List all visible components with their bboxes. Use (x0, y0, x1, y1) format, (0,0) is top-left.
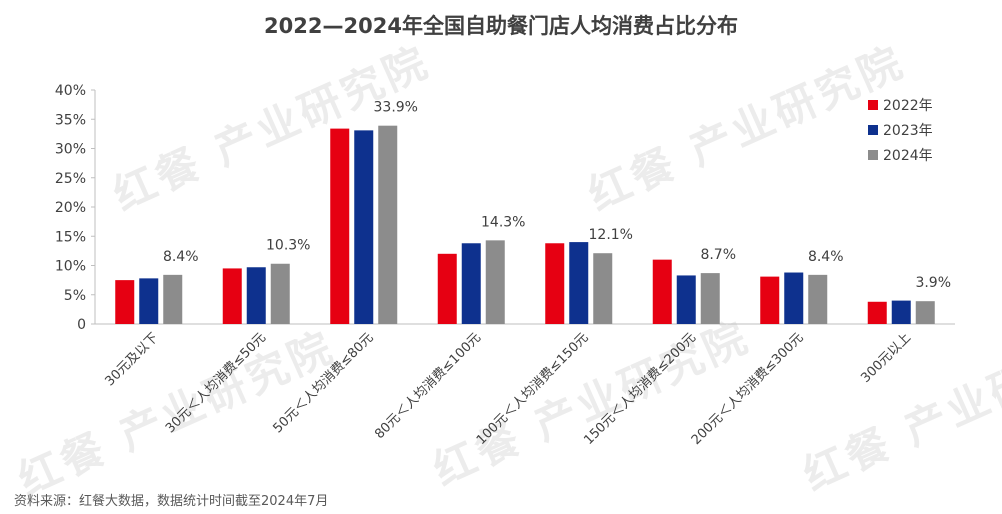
y-tick-label: 15% (55, 229, 86, 245)
y-tick-label: 25% (55, 171, 86, 187)
x-tick-label: 150元＜人均消费≤200元 (581, 330, 699, 448)
bar-2023年-6 (784, 272, 804, 324)
legend-item-2022: 2022年 (868, 92, 933, 117)
legend-label-2023: 2023年 (883, 122, 933, 139)
bar-2024年-3 (485, 240, 505, 324)
data-label: 8.7% (700, 247, 736, 263)
data-label: 10.3% (266, 238, 310, 254)
y-tick-label: 20% (55, 200, 86, 216)
bar-2024年-6 (808, 274, 828, 324)
bar-2022年-0 (115, 280, 135, 324)
x-tick-label: 30元＜人均消费≤50元 (163, 330, 269, 436)
bar-2023年-5 (676, 275, 696, 324)
bar-2024年-4 (593, 253, 613, 324)
y-tick-label: 35% (55, 112, 86, 128)
bar-2022年-7 (867, 301, 887, 324)
y-tick-label: 10% (55, 259, 86, 275)
chart-legend: 2022年 2023年 2024年 (868, 92, 933, 167)
x-tick-label: 80元＜人均消费≤100元 (372, 330, 484, 442)
bar-2022年-1 (222, 268, 242, 324)
bar-2022年-5 (652, 259, 672, 324)
bar-2022年-6 (760, 276, 780, 324)
bar-2023年-0 (139, 278, 159, 324)
legend-swatch-2023 (868, 124, 878, 135)
y-tick-label: 30% (55, 142, 86, 158)
x-tick-label: 100元＜人均消费≤150元 (474, 330, 592, 448)
legend-label-2024: 2024年 (883, 147, 933, 164)
bar-2024年-7 (915, 301, 935, 324)
bar-2024年-1 (270, 263, 290, 324)
bar-2024年-0 (163, 274, 183, 324)
data-label: 12.1% (589, 227, 633, 243)
legend-label-2022: 2022年 (883, 97, 933, 114)
bar-2024年-2 (378, 125, 398, 324)
data-label: 8.4% (163, 249, 199, 265)
bar-2023年-1 (246, 267, 266, 324)
y-tick-label: 40% (55, 83, 86, 99)
bar-2023年-2 (354, 130, 374, 324)
x-tick-label: 200元＜人均消费≤300元 (689, 330, 807, 448)
legend-swatch-2022 (868, 99, 878, 110)
y-tick-label: 5% (64, 288, 86, 304)
bar-2023年-4 (569, 242, 589, 324)
bar-2023年-3 (461, 243, 481, 324)
data-label: 8.4% (808, 249, 844, 265)
x-tick-label: 300元以上 (858, 330, 914, 386)
bar-2022年-3 (437, 253, 457, 324)
y-tick-label: 0 (77, 317, 86, 333)
legend-swatch-2024 (868, 149, 878, 160)
data-label: 3.9% (915, 275, 951, 291)
chart-title: 2022—2024年全国自助餐门店人均消费占比分布 (264, 14, 738, 38)
data-label: 14.3% (481, 214, 525, 230)
bar-2022年-2 (330, 128, 350, 324)
bar-2024年-5 (700, 273, 720, 324)
legend-item-2023: 2023年 (868, 117, 933, 142)
data-label: 33.9% (374, 100, 418, 116)
x-tick-label: 50元＜人均消费≤80元 (271, 330, 377, 436)
source-note: 资料来源：红餐大数据，数据统计时间截至2024年7月 (14, 494, 329, 509)
legend-item-2024: 2024年 (868, 142, 933, 167)
bar-2022年-4 (545, 243, 565, 324)
x-tick-label: 30元及以下 (103, 330, 162, 389)
bar-2023年-7 (891, 300, 911, 324)
